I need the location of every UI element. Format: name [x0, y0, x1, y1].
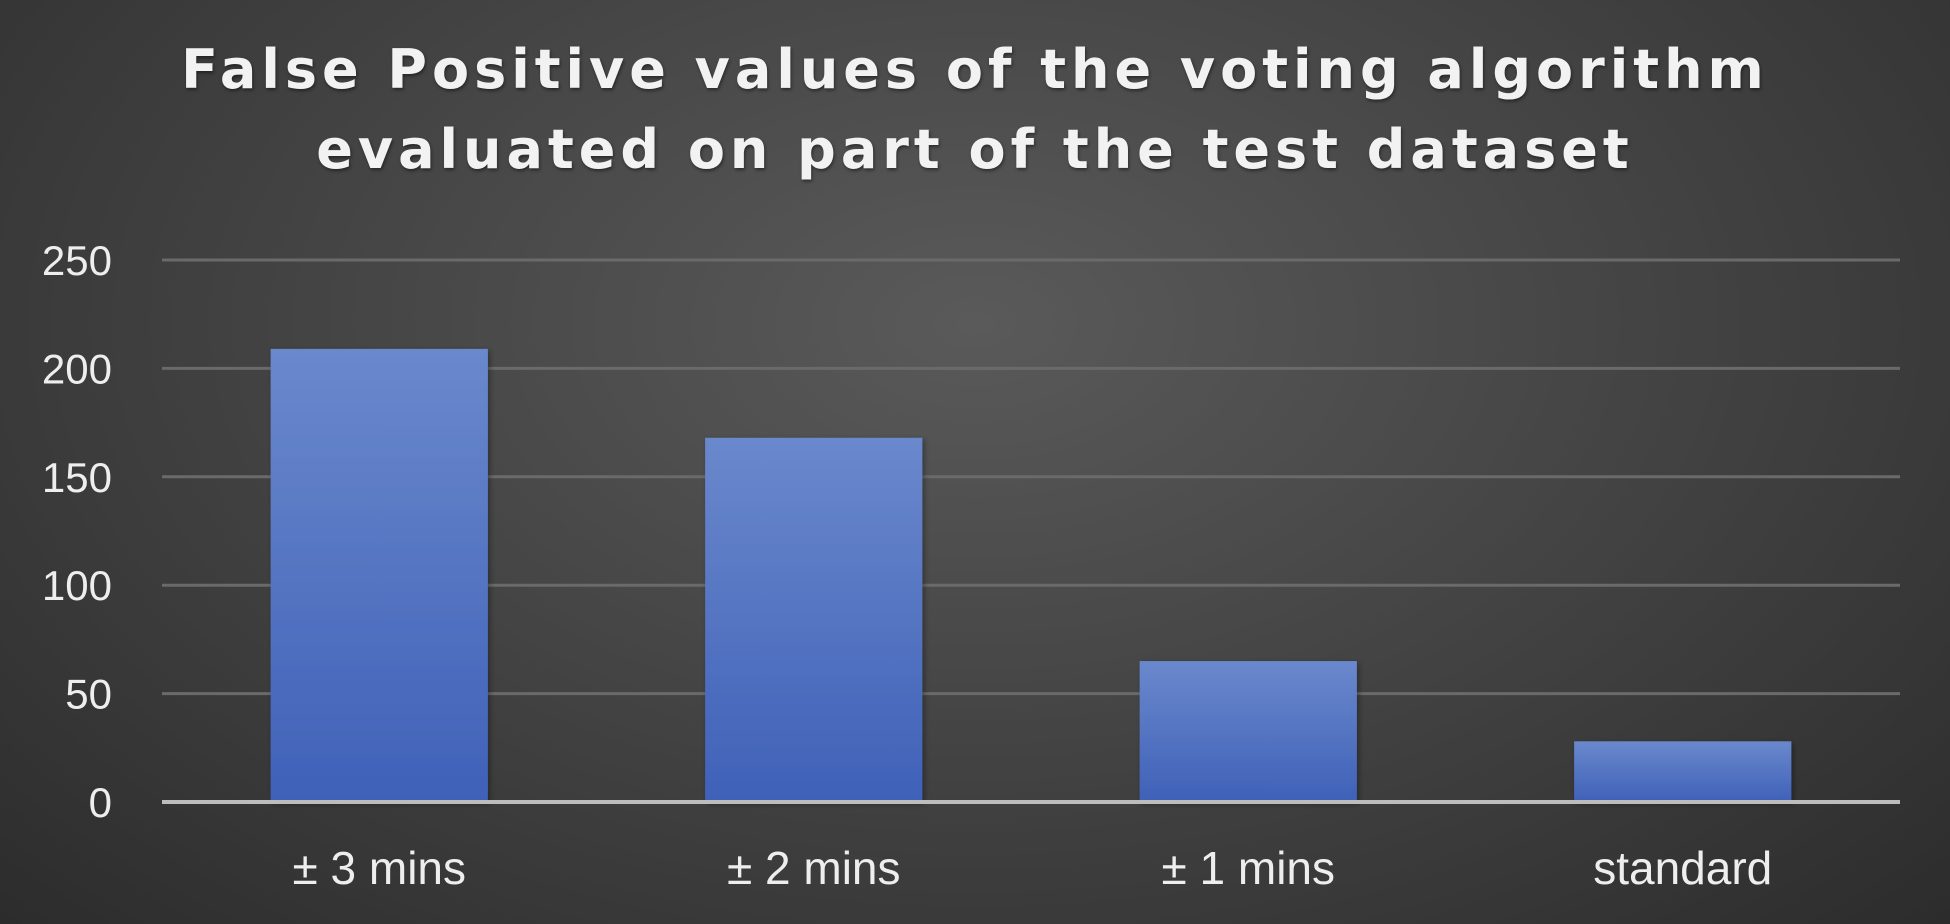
- bar: [705, 437, 923, 802]
- y-tick-label: 50: [65, 671, 112, 718]
- y-tick-label: 150: [42, 454, 112, 501]
- chart-title-line-2: evaluated on part of the test dataset: [316, 118, 1634, 181]
- y-tick-label: 100: [42, 562, 112, 609]
- x-tick-label: standard: [1593, 842, 1772, 894]
- x-tick-label: ± 2 mins: [727, 842, 901, 894]
- x-tick-label: ± 3 mins: [292, 842, 466, 894]
- bar: [270, 348, 488, 802]
- chart-title-line-1: False Positive values of the voting algo…: [181, 38, 1769, 101]
- y-tick-label: 200: [42, 345, 112, 392]
- y-tick-label: 0: [89, 779, 112, 826]
- x-tick-label: ± 1 mins: [1161, 842, 1335, 894]
- bar: [1574, 741, 1792, 802]
- y-tick-label: 250: [42, 237, 112, 284]
- chart-title: False Positive values of the voting algo…: [0, 30, 1950, 190]
- bar: [1139, 661, 1357, 802]
